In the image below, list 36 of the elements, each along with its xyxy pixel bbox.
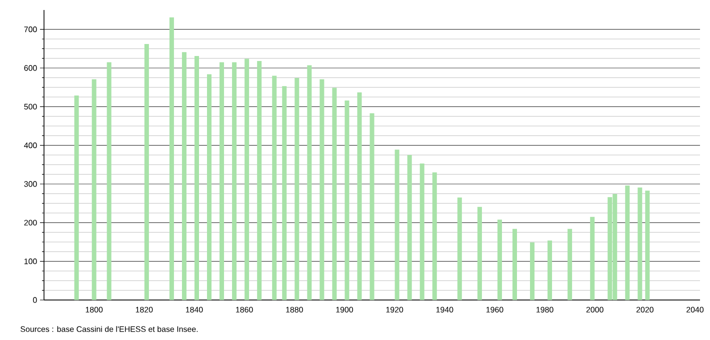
bar [512,228,517,300]
bar [394,150,400,300]
bar [320,79,324,300]
bar [432,172,437,300]
bar [92,79,96,300]
bar [407,155,412,300]
bar [282,86,287,300]
bar [257,61,262,300]
bar [106,62,112,300]
bar [332,88,337,300]
bar [477,206,482,300]
bar [638,187,642,300]
bar [568,228,572,300]
bar [625,186,630,300]
bar [370,113,374,300]
bar [194,56,199,300]
bar [357,92,362,300]
bar [420,164,424,300]
bar [497,220,502,300]
bar [548,240,552,300]
bar [220,62,224,300]
bar [294,78,300,300]
bar [232,62,237,300]
bar [144,44,149,300]
bar [244,58,250,300]
bar [344,100,350,300]
bar [457,198,462,300]
bar [169,17,174,300]
bar [74,95,79,300]
bar [645,190,650,300]
bar [530,242,535,300]
bar [207,74,212,300]
bar [590,216,595,300]
bar [307,65,312,300]
bar [272,76,277,300]
bar [182,52,186,300]
